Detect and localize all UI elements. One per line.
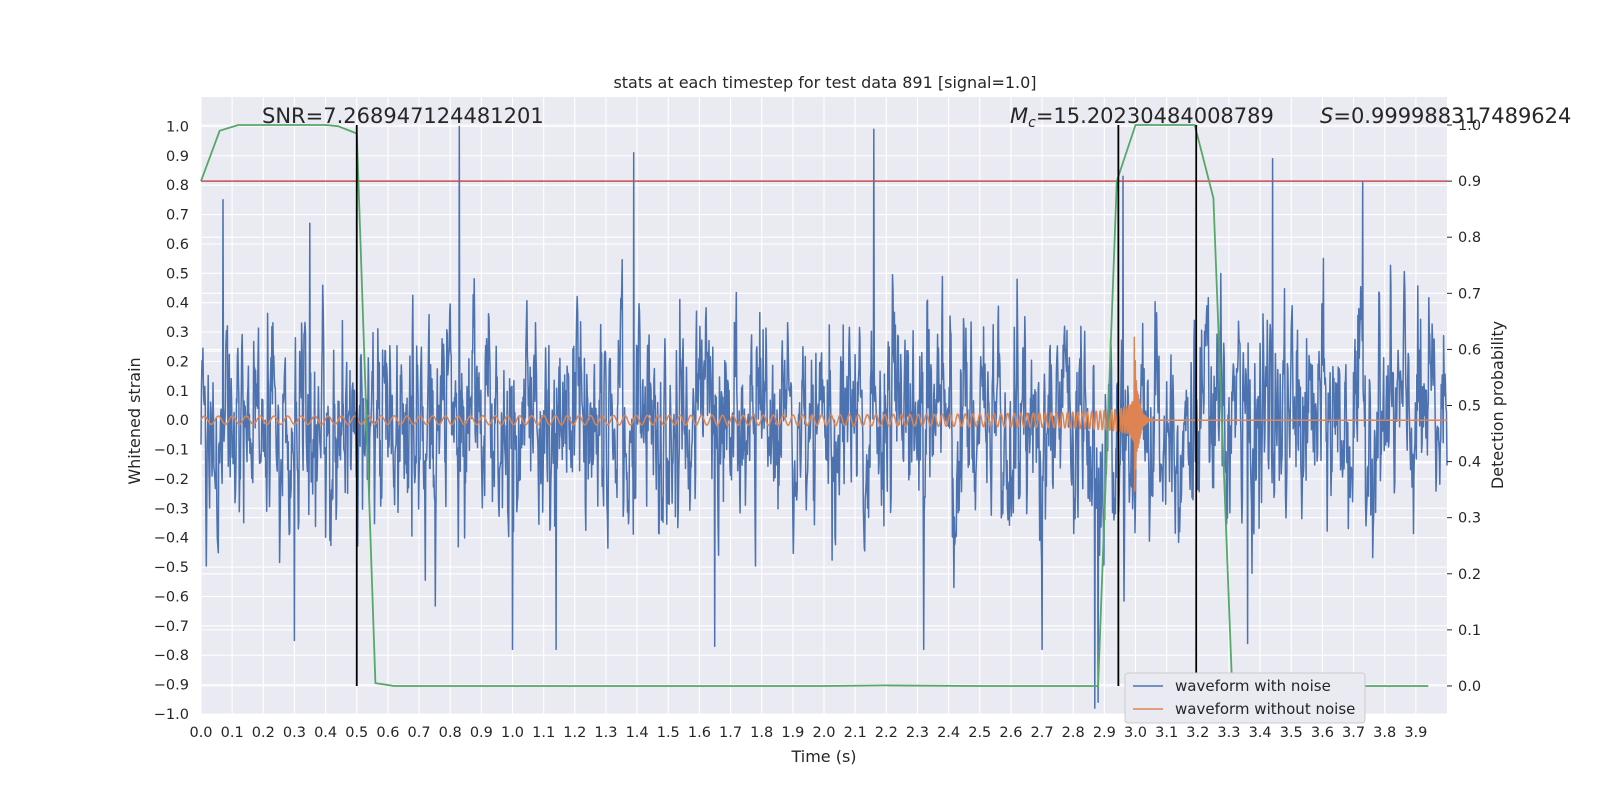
series-waveform-with-noise: [200, 125, 1448, 709]
y-tick-label: −0.2: [154, 472, 189, 488]
chirp-mass-annotation: Mc=15.20230484008789: [1010, 104, 1274, 131]
x-tick-label: 2.5: [968, 725, 991, 741]
y2-tick-label: 0.3: [1458, 511, 1481, 527]
x-tick-label: 2.8: [1062, 725, 1085, 741]
x-axis-ticks: 0.0 0.1 0.2 0.3 0.4 0.5 0.6 0.7 0.8 0.9 1.0 1.1 1.2 1…: [189, 725, 1427, 741]
y-tick-label: −1.0: [154, 707, 189, 723]
y2-tick-label: 0.4: [1458, 455, 1481, 471]
x-tick-label: 2.2: [875, 725, 898, 741]
legend-label-clean: waveform without noise: [1175, 700, 1355, 718]
series-layer: [200, 124, 1448, 709]
x-tick-label: 0.1: [221, 725, 244, 741]
series-waveform-without-noise: [200, 336, 1448, 492]
x-tick-label: 1.9: [781, 725, 804, 741]
y-tick-label: 0.7: [166, 208, 189, 224]
y-tick-label: −0.3: [154, 501, 189, 517]
x-tick-label: 3.2: [1186, 725, 1209, 741]
y2-tick-label: 0.8: [1458, 230, 1481, 246]
x-tick-label: 2.7: [1031, 725, 1054, 741]
chart-title: stats at each timestep for test data 891…: [613, 73, 1036, 92]
legend-box: [1124, 672, 1366, 724]
y-axis-label: Whitened strain: [125, 357, 144, 484]
y2-tick-label: 1.0: [1458, 118, 1481, 134]
x-tick-label: 2.1: [844, 725, 867, 741]
s-annotation: S=0.999988317489624: [1320, 104, 1571, 128]
x-tick-label: 0.3: [283, 725, 306, 741]
legend: waveform with noise waveform without noi…: [1124, 672, 1366, 724]
x-tick-label: 3.5: [1280, 725, 1303, 741]
y-tick-label: 1.0: [166, 119, 189, 135]
x-tick-label: 1.0: [501, 725, 524, 741]
y-tick-label: −0.8: [154, 648, 189, 664]
y2-tick-label: 0.7: [1458, 286, 1481, 302]
y2-axis-ticks: 1.0 0.9 0.8 0.7 0.6 0.5 0.4 0.3 0.2 0.1 0.0: [1447, 118, 1481, 695]
x-tick-label: 1.1: [532, 725, 555, 741]
x-tick-label: 3.8: [1373, 725, 1396, 741]
s-symbol: S: [1320, 104, 1333, 128]
y-tick-label: −0.4: [154, 531, 189, 547]
y-tick-label: 0.5: [166, 266, 189, 282]
x-tick-label: 3.9: [1404, 725, 1427, 741]
x-tick-label: 1.5: [657, 725, 680, 741]
series-detection-probability: [200, 124, 1429, 687]
y2-tick-label: 0.9: [1458, 174, 1481, 190]
y-tick-label: −0.9: [154, 678, 189, 694]
x-tick-label: 0.2: [252, 725, 275, 741]
y-tick-label: 0.2: [166, 354, 189, 370]
y-axis-ticks: 1.0 0.9 0.8 0.7 0.6 0.5 0.4 0.3 0.2 0.1 0.0 −0.1 −0.…: [154, 119, 189, 723]
x-tick-label: 2.6: [999, 725, 1022, 741]
x-tick-label: 3.0: [1124, 725, 1147, 741]
x-tick-label: 1.3: [594, 725, 617, 741]
y2-tick-label: 0.0: [1458, 679, 1481, 695]
y-tick-label: 0.1: [166, 384, 189, 400]
x-tick-label: 3.7: [1342, 725, 1365, 741]
x-tick-label: 2.9: [1093, 725, 1116, 741]
y-tick-label: 0.9: [166, 149, 189, 165]
x-tick-label: 2.4: [937, 725, 960, 741]
x-tick-label: 1.7: [719, 725, 742, 741]
legend-label-noisy: waveform with noise: [1175, 677, 1331, 695]
chirp-mass-subscript: c: [1028, 115, 1036, 131]
x-tick-label: 2.0: [812, 725, 835, 741]
x-tick-label: 3.6: [1311, 725, 1334, 741]
x-tick-label: 1.6: [688, 725, 711, 741]
y-tick-label: −0.7: [154, 619, 189, 635]
y-tick-label: 0.3: [166, 325, 189, 341]
y2-tick-label: 0.2: [1458, 567, 1481, 583]
x-tick-label: 3.1: [1155, 725, 1178, 741]
x-tick-label: 3.3: [1217, 725, 1240, 741]
x-tick-label: 0.9: [470, 725, 493, 741]
x-tick-label: 1.2: [563, 725, 586, 741]
y-tick-label: −0.1: [154, 443, 189, 459]
x-tick-label: 0.4: [314, 725, 337, 741]
y2-tick-label: 0.6: [1458, 342, 1481, 358]
y-tick-label: 0.0: [166, 413, 189, 429]
x-tick-label: 0.0: [189, 725, 212, 741]
x-tick-label: 1.4: [626, 725, 649, 741]
snr-annotation: SNR=7.268947124481201: [262, 104, 544, 128]
x-tick-label: 0.7: [408, 725, 431, 741]
y-tick-label: 0.4: [166, 296, 189, 312]
chirp-mass-symbol: M: [1010, 104, 1028, 128]
y-tick-label: −0.5: [154, 560, 189, 576]
y2-tick-label: 0.5: [1458, 399, 1481, 415]
y-tick-label: 0.8: [166, 178, 189, 194]
y-tick-label: −0.6: [154, 589, 189, 605]
y2-tick-label: 0.1: [1458, 623, 1481, 639]
x-tick-label: 3.4: [1249, 725, 1272, 741]
x-tick-label: 0.5: [345, 725, 368, 741]
y-tick-label: 0.6: [166, 237, 189, 253]
x-axis-label: Time (s): [790, 747, 856, 766]
chirp-mass-value: =15.20230484008789: [1036, 104, 1274, 128]
y2-axis-label: Detection probability: [1488, 321, 1507, 489]
s-value: =0.999988317489624: [1333, 104, 1571, 128]
x-tick-label: 2.3: [906, 725, 929, 741]
x-tick-label: 0.8: [439, 725, 462, 741]
x-tick-label: 0.6: [376, 725, 399, 741]
x-tick-label: 1.8: [750, 725, 773, 741]
